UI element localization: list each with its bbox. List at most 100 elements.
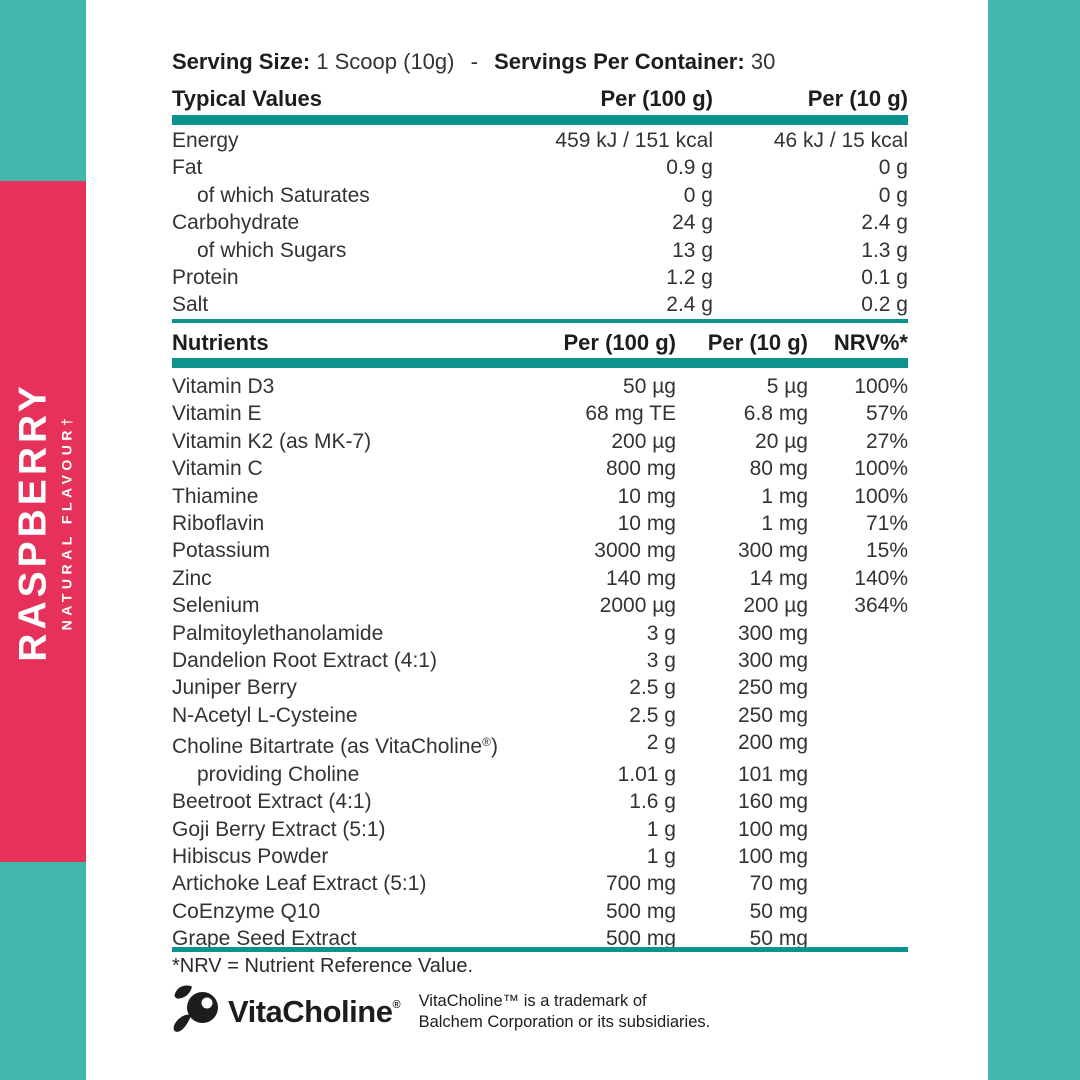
row-label: Salt	[172, 291, 463, 318]
value-nrv	[808, 816, 908, 843]
table-row: Energy 459 kJ / 151 kcal 46 kJ / 15 kcal	[172, 127, 908, 154]
row-label-text: Zinc	[172, 566, 212, 590]
vitacholine-wordmark: VitaCholine®	[228, 994, 401, 1030]
value-v10: 0 g	[878, 156, 908, 180]
label-content: Serving Size: 1 Scoop (10g) - Servings P…	[172, 0, 908, 1080]
row-label-text: Juniper Berry	[172, 676, 297, 700]
table-row: Zinc 140 mg 14 mg 140%	[172, 565, 908, 592]
row-label: Energy	[172, 127, 463, 154]
value-v10: 0.1 g	[861, 266, 908, 290]
trademark-line: VitaCholine™ is a trademark of	[418, 992, 647, 1010]
row-label-text: Carbohydrate	[172, 211, 300, 235]
flavor-band: RASPBERRY NATURAL FLAVOUR†	[0, 181, 86, 862]
value-v100: 1.2 g	[666, 266, 713, 290]
row-label: Dandelion Root Extract (4:1)	[172, 647, 476, 674]
value-v10: 250 mg	[737, 676, 808, 700]
value-v100: 459 kJ / 151 kcal	[555, 129, 713, 152]
value-v100: 800 mg	[605, 457, 676, 481]
value-v10: 14 mg	[749, 566, 808, 590]
value-nrv	[808, 843, 908, 870]
row-label-text: Salt	[172, 293, 209, 317]
value-nrv	[808, 674, 908, 701]
value-v10: 50 mg	[749, 927, 808, 951]
table-row: Goji Berry Extract (5:1) 1 g 100 mg	[172, 816, 908, 843]
flavor-name: RASPBERRY	[11, 381, 54, 662]
row-label-text: Palmitoylethanolamide	[172, 621, 384, 645]
table-row: Choline Bitartrate (as VitaCholine®) 2 g 2…	[172, 729, 908, 760]
table-row: Selenium 2000 µg 200 µg 364%	[172, 592, 908, 619]
row-label: Artichoke Leaf Extract (5:1)	[172, 870, 476, 897]
value-nrv	[808, 761, 908, 788]
column-header: Typical Values	[172, 86, 323, 111]
table-row: Protein 1.2 g 0.1 g	[172, 264, 908, 291]
value-v10: 2.4 g	[861, 211, 908, 235]
row-label-text: Selenium	[172, 594, 260, 618]
value-v10: 70 mg	[749, 872, 808, 896]
value-v100: 2 g	[646, 731, 676, 755]
table-row: Dandelion Root Extract (4:1) 3 g 300 mg	[172, 647, 908, 674]
row-label: Vitamin D3	[172, 373, 476, 400]
nutrients-header: Nutrients Per (100 g) Per (10 g) NRV%*	[172, 330, 908, 356]
value-v100: 2.4 g	[666, 293, 713, 317]
row-label-text: Beetroot Extract (4:1)	[172, 790, 372, 814]
row-label-text: CoEnzyme Q10	[172, 899, 321, 923]
value-v10: 100 mg	[737, 817, 808, 841]
table-row: of which Saturates 0 g 0 g	[172, 182, 908, 209]
table-row: Beetroot Extract (4:1) 1.6 g 160 mg	[172, 788, 908, 815]
value-nrv	[808, 870, 908, 897]
row-label: providing Choline	[172, 761, 476, 788]
table-row: N-Acetyl L-Cysteine 2.5 g 250 mg	[172, 702, 908, 729]
row-label-text: providing Choline	[197, 762, 360, 786]
typical-values-table: Energy 459 kJ / 151 kcal 46 kJ / 15 kcal Fa…	[172, 127, 908, 319]
row-label: Potassium	[172, 537, 476, 564]
value-v100: 1.6 g	[629, 790, 676, 814]
value-v100: 50 µg	[623, 375, 676, 398]
value-v100: 1 g	[646, 817, 676, 841]
value-v100: 500 mg	[605, 899, 676, 923]
table-row: Palmitoylethanolamide 3 g 300 mg	[172, 620, 908, 647]
divider-rule	[172, 358, 908, 368]
row-label-text: Protein	[172, 266, 239, 290]
value-v10: 300 mg	[737, 621, 808, 645]
row-label: Vitamin E	[172, 400, 476, 427]
value-v10: 200 mg	[737, 731, 808, 755]
value-v10: 1 mg	[761, 484, 808, 508]
column-header: Nutrients	[172, 330, 269, 355]
row-label: Carbohydrate	[172, 209, 463, 236]
table-row: Vitamin C 800 mg 80 mg 100%	[172, 455, 908, 482]
value-v10: 100 mg	[737, 844, 808, 868]
value-v100: 0 g	[683, 183, 713, 207]
row-label: N-Acetyl L-Cysteine	[172, 702, 476, 729]
column-header: Per (100 g)	[563, 330, 677, 355]
value-v100: 13 g	[672, 238, 713, 262]
value-v10: 300 mg	[737, 539, 808, 563]
table-row: Vitamin D3 50 µg 5 µg 100%	[172, 373, 908, 400]
row-label: Beetroot Extract (4:1)	[172, 788, 476, 815]
left-band-teal-bottom	[0, 862, 86, 1080]
value-v10: 101 mg	[737, 762, 808, 786]
row-label: Selenium	[172, 592, 476, 619]
table-row: providing Choline 1.01 g 101 mg	[172, 761, 908, 788]
value-nrv	[808, 702, 908, 729]
table-row: Fat 0.9 g 0 g	[172, 154, 908, 181]
value-v100: 500 mg	[605, 927, 676, 951]
row-label-text: Artichoke Leaf Extract (5:1)	[172, 872, 427, 896]
table-row: Potassium 3000 mg 300 mg 15%	[172, 537, 908, 564]
value-v10: 300 mg	[737, 649, 808, 673]
row-label: Vitamin K2 (as MK-7)	[172, 428, 476, 455]
vitacholine-swirl-icon	[173, 985, 218, 1032]
row-label-text: Potassium	[172, 539, 271, 563]
row-label: Thiamine	[172, 483, 476, 510]
value-nrv	[808, 620, 908, 647]
divider-rule	[172, 319, 908, 323]
row-label: Fat	[172, 154, 463, 181]
value-nrv: 140%	[854, 566, 908, 590]
value-nrv: 57%	[865, 402, 908, 426]
servings-per-container-value: 30	[750, 49, 776, 74]
vitacholine-logo-block: VitaCholine® VitaCholine™ is a trademark…	[172, 984, 908, 1040]
value-v10: 6.8 mg	[743, 402, 808, 426]
value-v100: 2.5 g	[629, 676, 676, 700]
value-nrv: 100%	[854, 484, 908, 508]
trademark-line: Balchem Corporation or its subsidiaries.	[418, 1013, 711, 1031]
row-label: Riboflavin	[172, 510, 476, 537]
